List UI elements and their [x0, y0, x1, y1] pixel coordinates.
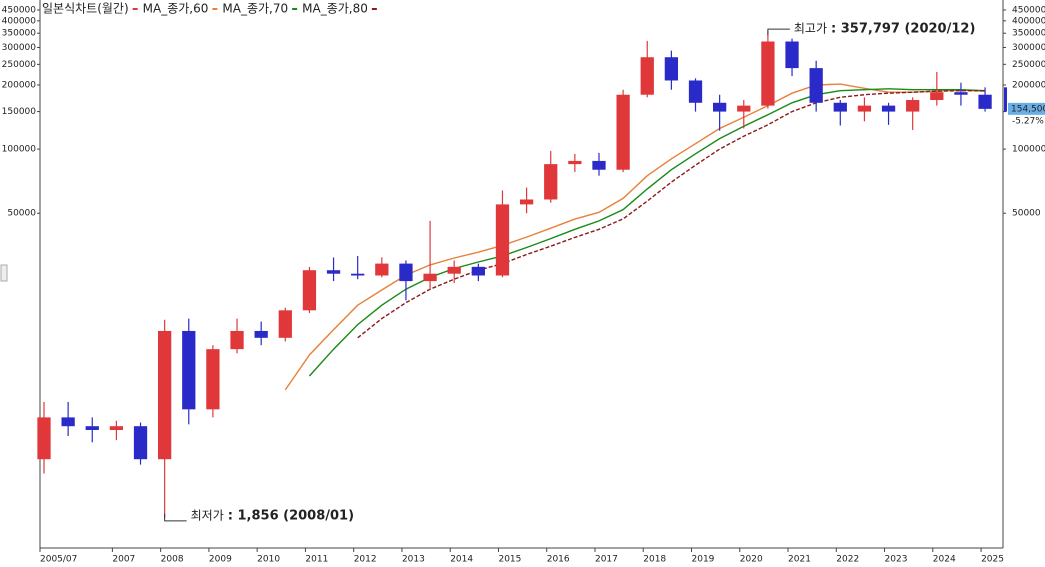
x-tick-label: 2008: [161, 555, 184, 565]
candle-body: [61, 417, 75, 427]
candle-body: [761, 41, 775, 106]
x-tick-label: 2005/07: [40, 555, 77, 565]
candle-body: [785, 41, 799, 69]
x-tick-label: 2016: [547, 555, 570, 565]
y-tick-label: 400000: [2, 16, 37, 26]
candle-body: [978, 94, 992, 109]
annotation-label: 최고가: [794, 22, 827, 36]
candle-body: [568, 160, 582, 165]
candle-body: [906, 100, 920, 112]
candle-body: [37, 417, 51, 460]
candle-body: [133, 426, 148, 460]
candle-body: [423, 273, 437, 282]
candle-body: [592, 160, 606, 170]
price-tag-label: 154,500: [1011, 104, 1045, 114]
ma-line: [308, 88, 986, 377]
candle-body: [495, 204, 510, 276]
x-tick-label: 2014: [450, 555, 473, 565]
chart-title: 일본식차트(월간): [42, 2, 129, 16]
candle-body: [519, 199, 534, 205]
candle-body: [809, 68, 823, 103]
legend-label: MA_종가,80: [302, 2, 368, 16]
candle-body: [302, 270, 317, 311]
candle-body: [351, 273, 365, 276]
y-tick-label: 450000: [2, 5, 37, 15]
candle-body: [85, 426, 99, 430]
candle-body: [109, 426, 124, 430]
annotation-text: : 357,797 (2020/12): [831, 22, 975, 37]
y-tick-label: 200000: [2, 80, 37, 90]
candle-body: [447, 266, 461, 274]
x-tick-label: 2012: [354, 555, 377, 565]
y2-tick-label: 450000: [1012, 5, 1045, 15]
x-tick-label: 2022: [836, 555, 859, 565]
x-tick-label: 2021: [788, 555, 811, 565]
candle-body: [688, 80, 703, 103]
candle-body: [640, 57, 654, 95]
candle-body: [278, 310, 292, 338]
y-tick-label: 300000: [2, 43, 37, 53]
x-tick-label: 2020: [740, 555, 763, 565]
annotation-leader: [767, 28, 790, 36]
y2-tick-label: 400000: [1012, 16, 1045, 26]
x-tick-label: 2010: [257, 555, 280, 565]
candle-body: [954, 92, 968, 95]
candle-body: [737, 105, 751, 112]
x-tick-label: 2007: [112, 555, 135, 565]
price-tag: [1008, 102, 1045, 115]
x-tick-label: 2019: [692, 555, 715, 565]
x-tick-label: 2024: [933, 555, 956, 565]
candle-body: [544, 164, 558, 200]
annotation-leader: [164, 513, 187, 522]
candle-body: [375, 263, 389, 276]
candle-body: [471, 266, 485, 276]
x-tick-label: 2013: [402, 555, 425, 565]
x-tick-label: 2017: [595, 555, 618, 565]
candle-body: [399, 263, 413, 282]
y-tick-label: 100000: [2, 145, 37, 155]
y-tick-label: 50000: [7, 209, 36, 219]
x-tick-label: 2009: [209, 555, 232, 565]
y2-tick-label: 100000: [1012, 145, 1045, 155]
candle-body: [326, 270, 341, 274]
annotation-label: 최저가: [191, 508, 224, 522]
legend-label: MA_종가,60: [143, 2, 209, 16]
x-tick-label: 2011: [305, 555, 328, 565]
annotation-text: : 1,856 (2008/01): [228, 508, 354, 523]
candle-body: [713, 102, 727, 112]
price-change: -5.27%: [1012, 116, 1044, 126]
y-tick-label: 250000: [2, 60, 37, 70]
candle-body: [254, 330, 268, 338]
y2-tick-label: 250000: [1012, 60, 1045, 70]
candle-body: [230, 330, 244, 350]
scroll-handle[interactable]: [0, 264, 8, 282]
candle-body: [206, 349, 220, 410]
legend-label: MA_종가,70: [222, 2, 288, 16]
y2-tick-label: 300000: [1012, 43, 1045, 53]
ma-line: [357, 90, 986, 339]
y-tick-label: 150000: [2, 107, 37, 117]
last-range-bar: [1004, 87, 1007, 112]
y2-tick-label: 50000: [1012, 209, 1041, 219]
y2-tick-label: 350000: [1012, 29, 1045, 39]
y-tick-label: 350000: [2, 29, 37, 39]
candle-body: [930, 92, 944, 101]
candle-body: [881, 105, 896, 112]
candle-body: [833, 102, 847, 112]
x-tick-label: 2015: [498, 555, 521, 565]
candle-body: [616, 94, 630, 170]
candle-body: [158, 330, 172, 460]
candle-body: [857, 105, 872, 112]
x-tick-label: 2018: [643, 555, 666, 565]
x-tick-label: 2025: [981, 555, 1004, 565]
y2-tick-label: 200000: [1012, 80, 1045, 90]
candle-body: [664, 57, 679, 81]
candle-body: [182, 330, 196, 410]
x-tick-label: 2023: [885, 555, 908, 565]
